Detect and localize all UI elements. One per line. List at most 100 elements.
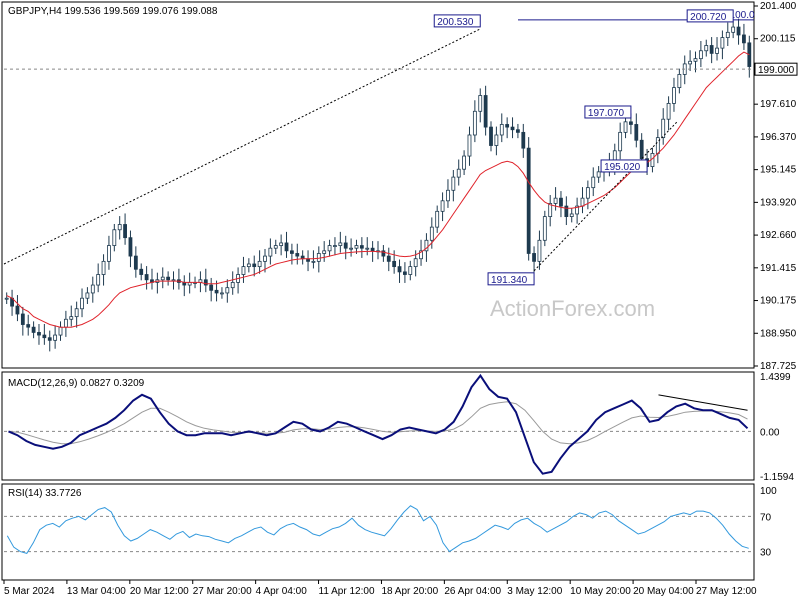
candle-body <box>526 147 531 254</box>
candle-body <box>661 118 666 139</box>
candle-body <box>69 316 74 320</box>
candle-body <box>672 87 676 104</box>
candle-body <box>123 224 127 239</box>
price-tick-label: 200.115 <box>760 34 796 45</box>
candle-body <box>37 332 41 336</box>
candle-body <box>494 134 499 146</box>
candle-body <box>128 237 133 257</box>
candle-body <box>639 139 644 160</box>
candle-body <box>731 26 736 33</box>
candle-body <box>629 121 633 125</box>
candle-body <box>42 334 47 339</box>
candle-body <box>478 95 483 112</box>
candle-body <box>322 250 327 254</box>
candle-body <box>483 95 488 128</box>
rsi-panel-frame <box>1 483 755 581</box>
candle-body <box>20 313 25 325</box>
candle-body <box>268 247 273 257</box>
candle-body <box>709 45 714 54</box>
candle-body <box>505 124 510 128</box>
candle-body <box>456 168 461 178</box>
macd-series: 1.4399 0.00 -1.1594 <box>4 372 794 483</box>
price-tick-label: 195.145 <box>760 165 797 176</box>
candle-body <box>521 131 526 149</box>
candle-body <box>53 334 58 341</box>
x-tick-label: 20 May 04:00 <box>633 586 694 597</box>
price-callout-label: 195.020 <box>604 162 641 173</box>
candle-body <box>693 58 698 62</box>
candle-body <box>596 171 601 178</box>
candle-body <box>634 124 639 141</box>
price-tick-label: 187.725 <box>760 361 797 372</box>
price-tick-label: 201.400 <box>760 1 797 12</box>
price-callout-label: 200.720 <box>690 12 727 23</box>
candle-body <box>63 318 68 328</box>
candle-body <box>446 189 450 202</box>
price-tick-label: 192.660 <box>760 230 797 241</box>
candle-body <box>80 297 84 310</box>
candle-body <box>338 242 343 246</box>
candle-body <box>381 250 386 257</box>
price-tick-label: 193.920 <box>760 197 797 208</box>
price-tick-label: 190.175 <box>760 296 797 307</box>
candle-body <box>575 205 580 215</box>
candle-body <box>591 176 596 189</box>
candle-body <box>220 292 224 295</box>
candle-body <box>257 260 262 268</box>
x-tick-label: 3 May 12:00 <box>507 586 562 597</box>
candle-body <box>462 155 467 170</box>
candle-body <box>725 31 730 38</box>
moving-average-series <box>6 51 750 328</box>
price-callout-label: 200.530 <box>437 17 474 28</box>
candle-body <box>31 326 36 333</box>
candle-body <box>160 276 165 281</box>
candle-body <box>144 274 149 281</box>
candle-body <box>537 239 542 262</box>
candle-body <box>720 37 725 49</box>
main-panel-frame <box>1 1 755 369</box>
candle-body <box>214 289 219 294</box>
x-tick-label: 26 Apr 04:00 <box>444 586 501 597</box>
candle-body <box>273 245 278 249</box>
candle-body <box>316 253 321 262</box>
candle-body <box>311 260 316 263</box>
rsi-tick-label: 70 <box>760 512 772 523</box>
candle-body <box>85 292 90 299</box>
candle-body <box>435 210 440 228</box>
candle-body <box>698 50 703 60</box>
rsi-tick-label: 30 <box>760 548 772 559</box>
candle-body <box>107 245 111 262</box>
price-tick-label: 188.950 <box>760 328 797 339</box>
macd-signal-line <box>8 401 748 445</box>
candle-body <box>74 308 79 318</box>
candle-body <box>392 260 397 268</box>
candle-body <box>403 271 407 275</box>
watermark-text: ActionForex.com <box>490 296 655 321</box>
candle-body <box>246 263 251 268</box>
candle-body <box>424 239 429 252</box>
candle-body <box>203 279 208 286</box>
candle-body <box>440 200 445 212</box>
candle-body <box>26 324 31 328</box>
candle-body <box>499 124 504 136</box>
price-tick-label: 197.610 <box>760 99 797 110</box>
current-price-box <box>754 62 798 76</box>
candle-body <box>542 216 547 241</box>
price-callout-box <box>433 14 481 28</box>
candle-body <box>343 242 348 249</box>
candle-body <box>413 258 418 268</box>
candle-body <box>666 103 671 120</box>
x-tick-label: 18 Apr 20:00 <box>381 586 438 597</box>
candle-body <box>559 197 563 207</box>
candle-body <box>359 245 364 249</box>
x-tick-label: 27 Mar 20:00 <box>193 586 252 597</box>
candle-body <box>451 176 456 191</box>
x-axis: 5 Mar 2024 13 Mar 04:00 20 Mar 12:00 27 Mar… <box>3 580 757 597</box>
candle-body <box>472 110 477 136</box>
rsi-tick-label: 100 <box>760 486 777 497</box>
candle-body <box>279 242 284 246</box>
candle-body <box>333 245 337 247</box>
candle-body <box>241 266 246 275</box>
candle-body <box>263 255 267 262</box>
